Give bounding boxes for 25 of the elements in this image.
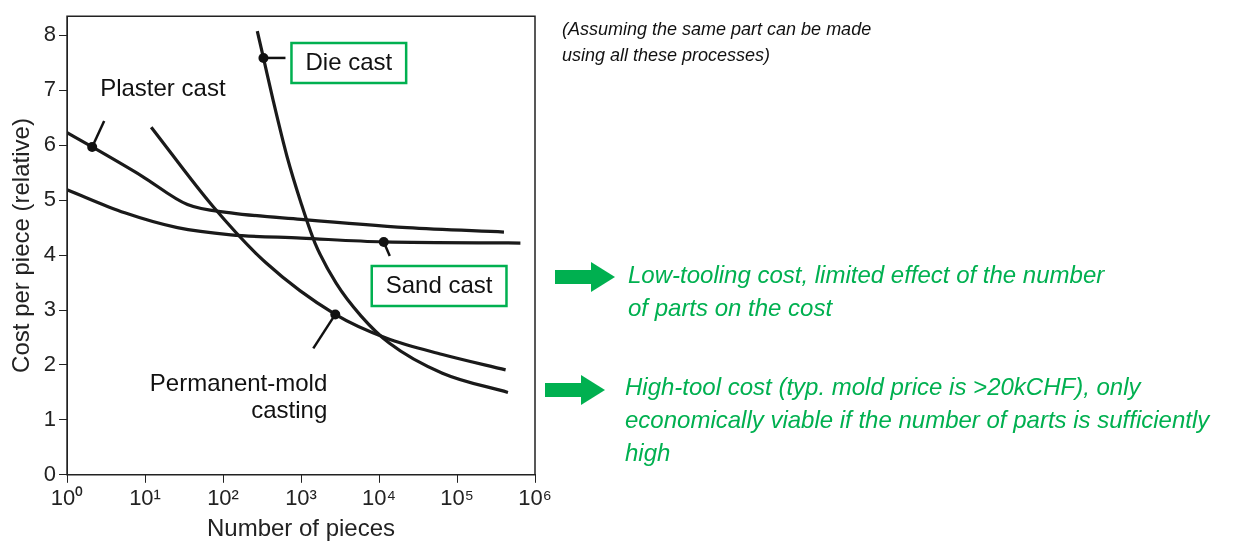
- y-tick-label: 1: [43, 405, 57, 431]
- y-tick-label: 6: [43, 131, 57, 157]
- text: Low-tooling cost, limited effect of the number of parts on the cost: [628, 260, 1106, 323]
- x-tick-label: 10⁶: [518, 485, 552, 511]
- x-tick-label: 10⁴: [362, 485, 396, 511]
- annotation: Plaster cast: [100, 73, 226, 101]
- annotation: Die cast: [305, 47, 393, 75]
- y-tick-label: 2: [43, 351, 57, 377]
- y-tick-label: 0: [43, 460, 57, 486]
- y-tick-label: 4: [43, 241, 57, 267]
- annotation: Permanent-mold casting: [149, 369, 328, 424]
- x-tick-label: 10¹: [129, 485, 161, 511]
- y-axis-title: Cost per piece (relative): [7, 118, 35, 373]
- x-tick-label: 10⁵: [440, 485, 474, 511]
- x-tick-label: 10²: [207, 485, 239, 511]
- y-tick-label: 7: [43, 76, 57, 102]
- x-tick-label: 10³: [285, 485, 317, 511]
- x-tick-label: 10⁰: [50, 485, 84, 511]
- text: (Assuming the same part can be made using all these processes): [562, 18, 873, 67]
- y-tick-label: 3: [43, 296, 57, 322]
- y-tick-label: 5: [43, 186, 57, 212]
- text: High-tool cost (typ. mold price is >20kCHF), only economically viable if the number of parts is sufficiently high: [625, 372, 1212, 468]
- x-axis-title: Number of pieces: [206, 514, 396, 542]
- annotation: Sand cast: [385, 270, 493, 298]
- y-tick-label: 8: [43, 21, 57, 47]
